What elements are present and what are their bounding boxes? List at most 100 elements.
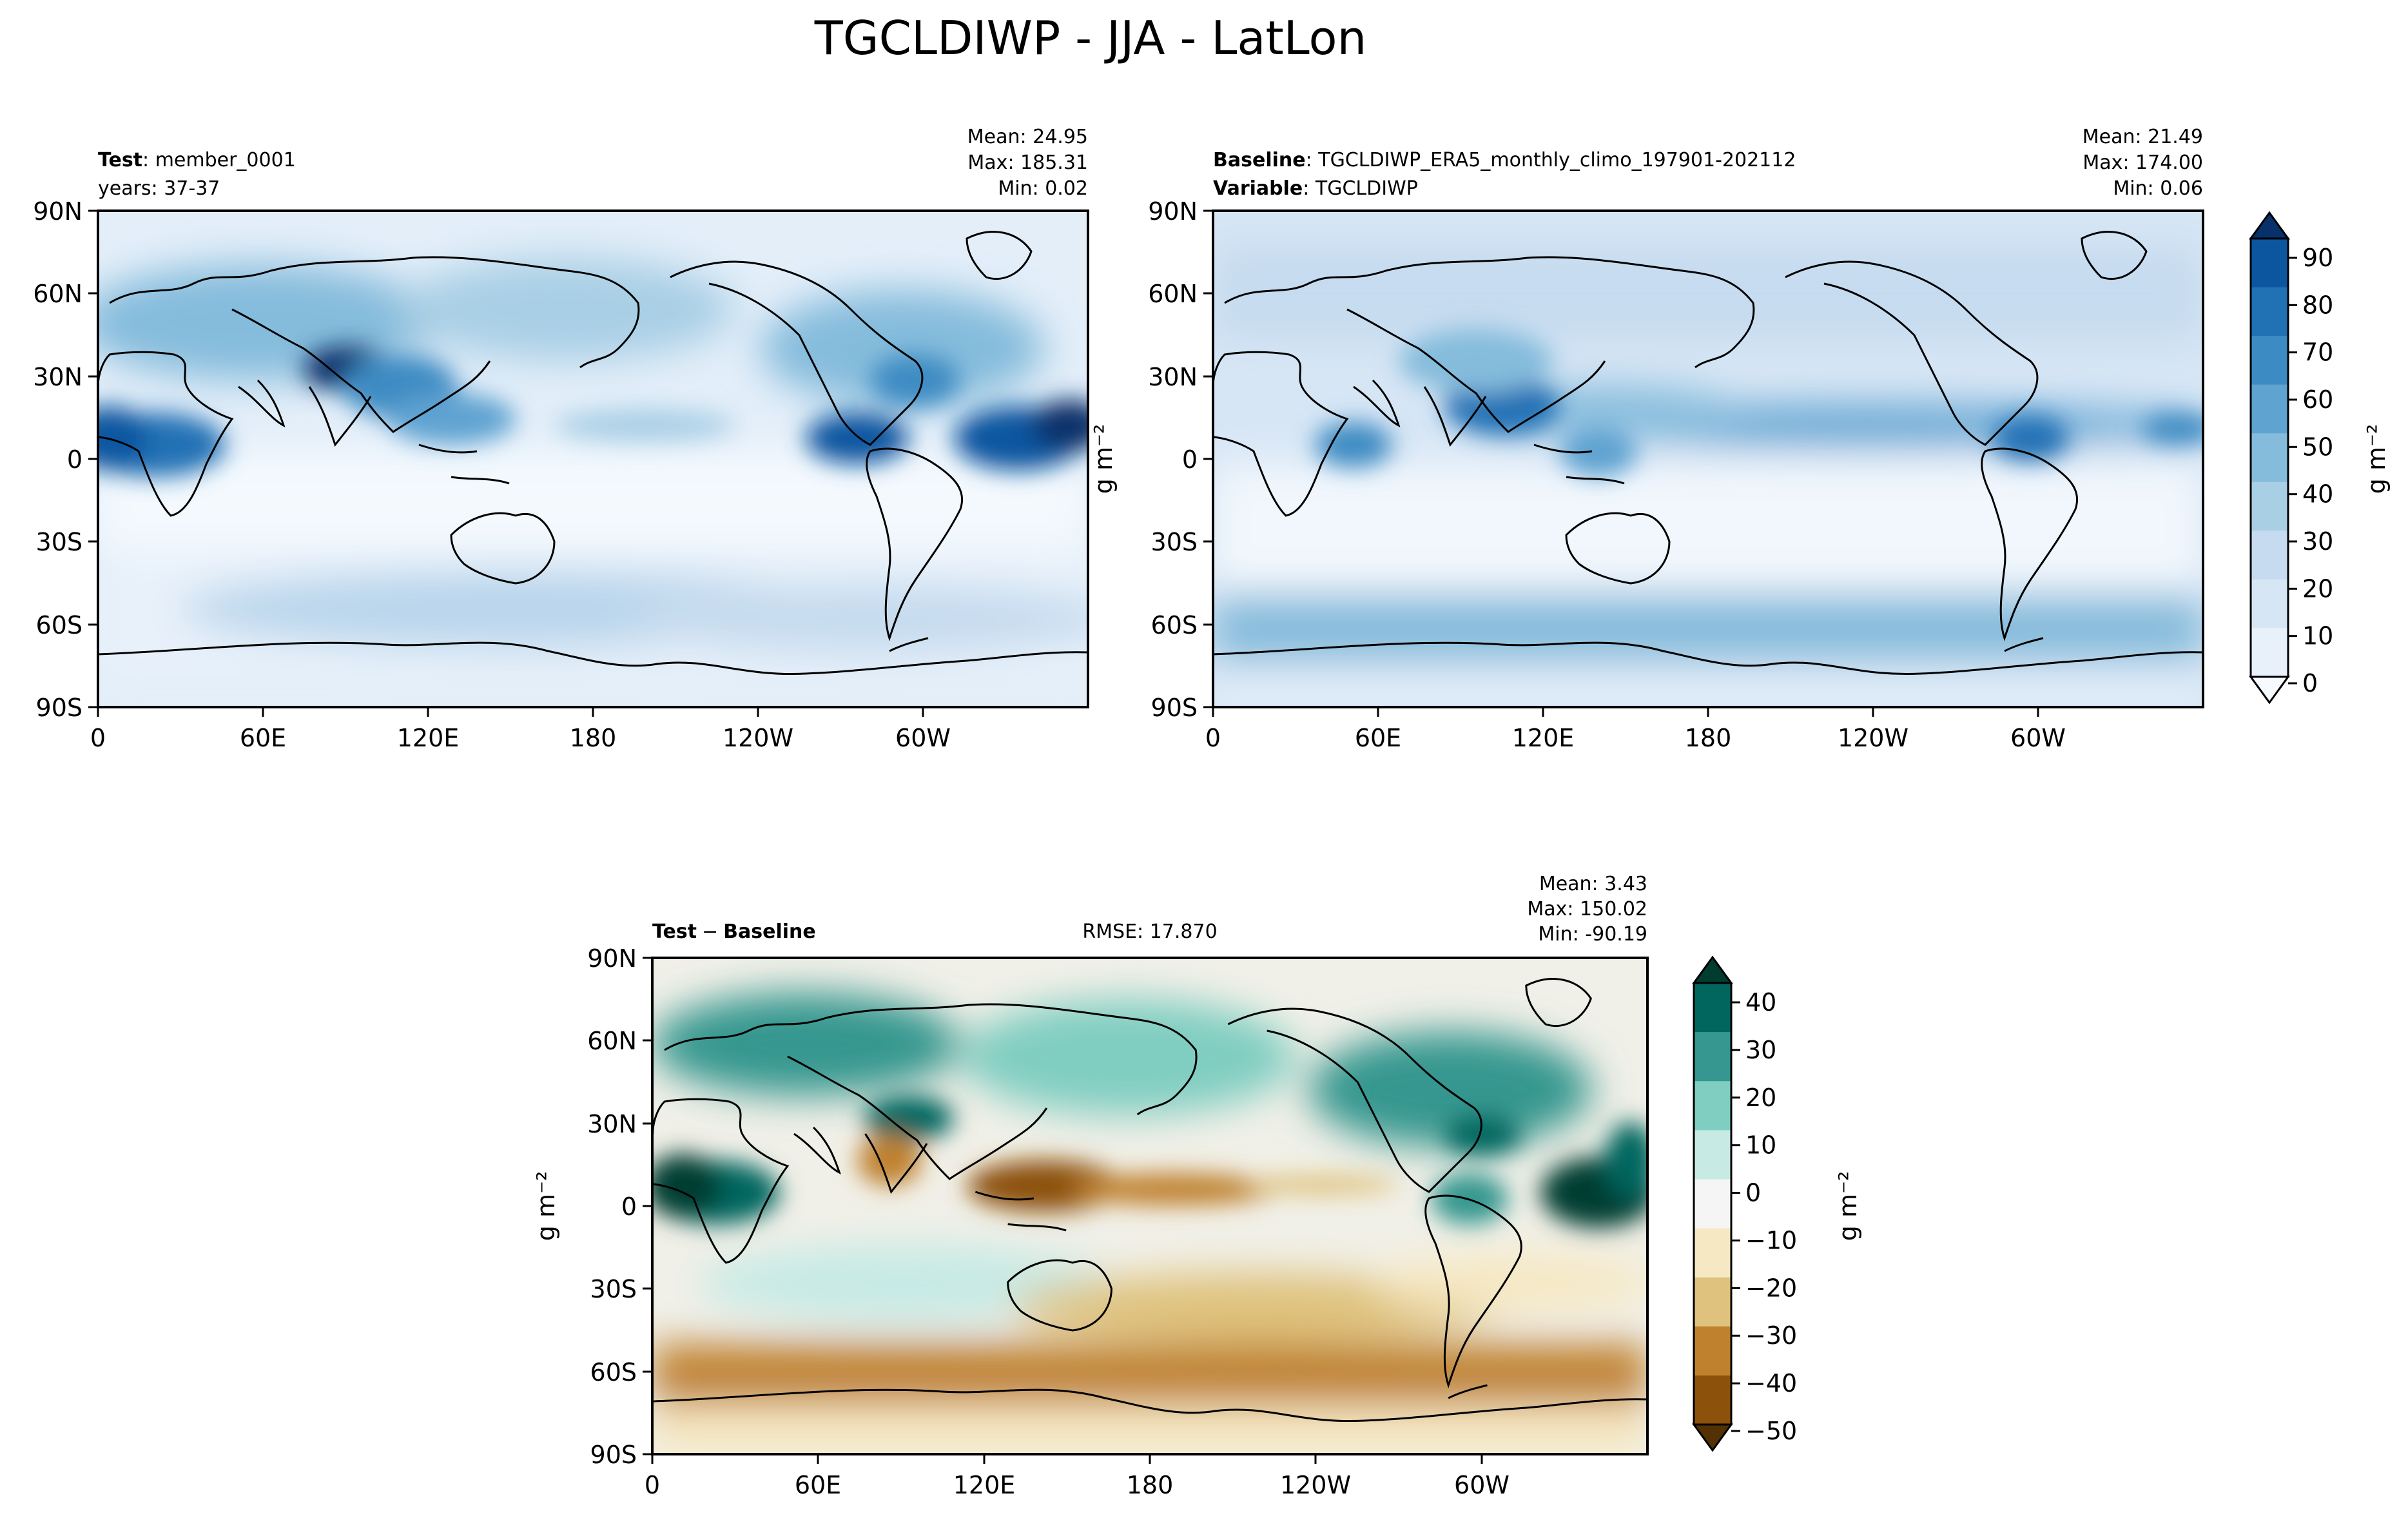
colorbar-frame	[1693, 982, 1733, 1426]
panel-diff-lat-tick: 60S	[590, 1358, 637, 1387]
panel-diff-x-ticks: 0 60E 120E 180 120W 60W	[645, 1454, 1510, 1499]
panel-test-years: years: 37-37	[98, 177, 220, 200]
panel-test-label: Test: member_0001	[98, 149, 296, 171]
panel-test-lat-tick: 90N	[33, 197, 83, 226]
panel-test-lon-tick: 180	[570, 724, 617, 752]
panel-diff-lat-tick: 0	[621, 1192, 637, 1221]
panel-test-lon-tick: 0	[90, 724, 106, 752]
colorbar-swatch	[1694, 983, 1731, 1033]
panel-baseline-lon-tick: 120E	[1512, 724, 1575, 752]
colorbar-swatch	[2251, 579, 2288, 628]
colorbar-swatch	[2251, 530, 2288, 580]
panel-diff-lon-tick: 60W	[1454, 1471, 1510, 1499]
colorbar-tick-label: −30	[1745, 1321, 1797, 1350]
colorbar-tick-label: 0	[1745, 1179, 1761, 1207]
panel-test-x-ticks: 0 60E 120E 180 120W 60W	[90, 707, 951, 752]
figure-title: TGCLDIWP - JJA - LatLon	[814, 11, 1366, 65]
panel-test-label-text: member_0001	[155, 149, 296, 171]
colorbar-tick-label: 90	[2302, 244, 2333, 272]
colorbar-swatch	[1694, 1326, 1731, 1376]
colorbar-tick-label: 40	[2302, 480, 2333, 509]
colorbar-tick-label: 10	[2302, 622, 2333, 650]
panel-diff-lat-tick: 30S	[590, 1275, 637, 1303]
colorbar-bottom-boxes: 40 30 20 10 0 −10 −20 −30 −40 −50	[1692, 955, 1797, 1452]
panel-diff-lat-tick: 90S	[590, 1441, 637, 1469]
colorbar-extend-max	[1692, 955, 1733, 984]
colorbar-swatch	[2251, 384, 2288, 434]
colorbar-tick-label: 0	[2302, 669, 2318, 697]
panel-baseline-variable-text: TGCLDIWP	[1315, 177, 1418, 200]
panel-test-lon-tick: 120W	[723, 724, 793, 752]
panel-test-ylabel: g m⁻²	[1089, 424, 1118, 494]
panel-test-lat-tick: 30S	[36, 528, 83, 556]
colorbar-swatch	[1694, 1277, 1731, 1327]
panel-test-lon-tick: 60W	[895, 724, 951, 752]
colorbar-tick-label: −40	[1745, 1369, 1797, 1397]
panel-baseline-stat-max: Max: 174.00	[2083, 151, 2203, 174]
panel-baseline-label-bold: Baseline	[1213, 149, 1306, 171]
panel-baseline-variable: Variable: TGCLDIWP	[1213, 177, 1418, 200]
panel-diff-lon-tick: 60E	[795, 1471, 841, 1499]
panel-diff-rmse: RMSE: 17.870	[1082, 920, 1217, 943]
panel-baseline-lat-tick: 30S	[1151, 528, 1198, 556]
colorbar-extend-max	[2249, 211, 2290, 240]
colorbar-extend-min	[1692, 1423, 1733, 1452]
panel-diff-label-bold: Test	[652, 920, 697, 943]
colorbar-swatch	[1694, 1032, 1731, 1082]
panel-diff-lon-tick: 120E	[953, 1471, 1016, 1499]
panel-diff-field	[652, 958, 1647, 1454]
panel-baseline-lat-tick: 60N	[1148, 280, 1198, 308]
colorbar-tick-label: 30	[2302, 527, 2333, 556]
panel-diff-lon-tick: 180	[1127, 1471, 1174, 1499]
colorbar-extend-min	[2249, 676, 2290, 705]
colorbar-swatch	[2251, 628, 2288, 677]
colorbar-swatch	[1694, 1081, 1731, 1131]
panel-diff-lon-tick: 0	[645, 1471, 660, 1499]
panel-baseline-x-ticks: 0 60E 120E 180 120W 60W	[1205, 707, 2066, 752]
panel-baseline-lat-tick: 0	[1182, 445, 1198, 474]
panel-test-lon-tick: 120E	[397, 724, 460, 752]
panel-diff-ylabel: g m⁻²	[532, 1171, 560, 1241]
panel-test-lat-tick: 30N	[33, 363, 83, 391]
panel-baseline-lon-tick: 0	[1205, 724, 1221, 752]
panel-baseline-stat-min: Min: 0.06	[2113, 177, 2203, 200]
panel-baseline-y-ticks: 90N 60N 30N 0 30S 60S 90S	[1148, 197, 1213, 722]
panel-baseline-lat-tick: 90N	[1148, 197, 1198, 226]
panel-test-label-bold: Test	[98, 149, 142, 171]
panel-diff-lat-tick: 30N	[587, 1110, 637, 1138]
colorbar-swatch	[2251, 336, 2288, 385]
colorbar-bottom-label: g m⁻²	[1834, 1171, 1862, 1241]
colorbar-swatch	[2251, 287, 2288, 336]
colorbar-top-boxes: 90 80 70 60 50 40 30 20 10 0	[2249, 211, 2333, 705]
panel-baseline-label: Baseline: TGCLDIWP_ERA5_monthly_climo_19…	[1213, 149, 1796, 171]
panel-diff-lat-tick: 60N	[587, 1027, 637, 1055]
colorbar-frame	[2249, 237, 2289, 678]
panel-baseline-lat-tick: 30N	[1148, 363, 1198, 391]
panel-test-stat-min: Min: 0.02	[998, 177, 1088, 200]
colorbar-swatch	[2251, 238, 2288, 288]
panel-diff-y-ticks: 90N 60N 30N 0 30S 60S 90S	[587, 944, 652, 1469]
panel-test-lat-tick: 60N	[33, 280, 83, 308]
colorbar-swatch	[1694, 1228, 1731, 1278]
panel-diff-stat-mean: Mean: 3.43	[1539, 873, 1647, 895]
panel-diff-stat-min: Min: -90.19	[1538, 923, 1647, 946]
colorbar-swatch	[1694, 1130, 1731, 1180]
colorbar-top: 90 80 70 60 50 40 30 20 10 0 g m⁻²	[2249, 211, 2391, 705]
panel-baseline-lon-tick: 60W	[2010, 724, 2066, 752]
colorbar-tick-label: 50	[2302, 433, 2333, 461]
panel-baseline-lat-tick: 90S	[1151, 694, 1198, 722]
panel-baseline-lat-tick: 60S	[1151, 611, 1198, 639]
panel-baseline-lon-tick: 120W	[1838, 724, 1908, 752]
colorbar-tick-label: 20	[2302, 574, 2333, 603]
panel-test-lat-tick: 90S	[36, 694, 83, 722]
panel-baseline-lon-tick: 180	[1685, 724, 1732, 752]
panel-diff-lon-tick: 120W	[1280, 1471, 1351, 1499]
colorbar-bottom: 40 30 20 10 0 −10 −20 −30 −40 −50 g m⁻²	[1692, 955, 1862, 1452]
panel-diff: Test − Baseline RMSE: 17.870 Mean: 3.43 Ma…	[587, 873, 1649, 1499]
colorbar-tick-label: 60	[2302, 385, 2333, 414]
colorbar-tick-label: −50	[1745, 1417, 1797, 1445]
panel-diff-stat-max: Max: 150.02	[1527, 898, 1647, 920]
panel-test-lat-tick: 60S	[36, 611, 83, 639]
panel-test-y-ticks: 90N 60N 30N 0 30S 60S 90S	[33, 197, 98, 722]
